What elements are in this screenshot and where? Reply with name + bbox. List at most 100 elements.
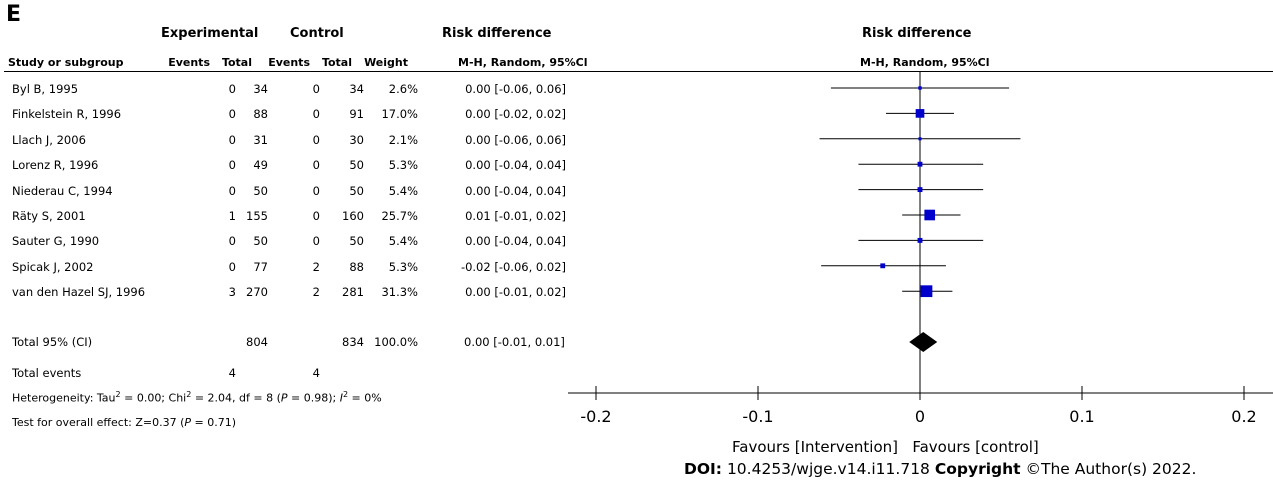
row-ci: 0.00 [-0.06, 0.06] [465,82,566,96]
favours-label: Favours [Intervention] Favours [control] [732,438,1039,456]
doi-line: DOI: 10.4253/wjge.v14.i11.718 Copyright … [684,460,1197,478]
total-row-weight: 100.0% [374,335,418,349]
header-rule [4,71,1273,72]
row-exp-events: 0 [228,234,236,249]
row-ctrl-events: 0 [312,107,320,122]
events-exp-header: Events [168,56,210,69]
pooled-diamond [909,332,938,352]
row-exp-events: 0 [228,132,236,147]
total-row-ci: 0.00 [-0.01, 0.01] [464,335,565,349]
row-ctrl-events: 0 [312,234,320,249]
row-exp-total: 77 [253,259,268,274]
row-weight: 5.3% [388,259,418,274]
total-row-ctrl-total: 834 [342,335,364,349]
row-ci: 0.00 [-0.04, 0.04] [465,158,566,173]
row-exp-total: 50 [253,183,268,198]
row-study-name: Sauter G, 1990 [12,234,100,249]
row-exp-total: 34 [253,82,268,96]
row-ctrl-total: 30 [349,132,364,147]
row-ci: 0.00 [-0.04, 0.04] [465,234,566,249]
panel-label: E [6,2,22,27]
row-exp-events: 0 [228,107,236,122]
row-ctrl-total: 50 [349,234,364,249]
row-exp-events: 0 [228,158,236,173]
x-tick-label: 0.2 [1231,407,1256,426]
row-study-name: Finkelstein R, 1996 [12,107,122,122]
row-ctrl-total: 281 [342,285,364,300]
point-marker [920,285,933,298]
point-marker [917,237,923,243]
heterogeneity-text: Heterogeneity: Tau2 = 0.00; Chi2 = 2.04,… [12,390,382,405]
row-exp-total: 155 [246,209,268,223]
row-ci: 0.00 [-0.02, 0.02] [465,107,566,122]
row-ci: -0.02 [-0.06, 0.02] [460,259,566,274]
row-ctrl-events: 0 [312,132,320,147]
overall-effect-text: Test for overall effect: Z=0.37 (P = 0.7… [12,416,237,429]
point-marker [915,109,925,118]
total-ctrl-header: Total [321,56,352,69]
x-tick-label: 0 [915,407,925,426]
row-ci: 0.00 [-0.06, 0.06] [465,132,566,147]
row-study-name: Byl B, 1995 [12,82,79,96]
row-exp-events: 0 [228,183,236,198]
total-events-label: Total events [12,366,82,380]
row-ci: 0.01 [-0.01, 0.02] [465,209,566,223]
row-exp-total: 270 [246,285,268,300]
point-marker [917,187,923,193]
x-tick-label: 0.1 [1069,407,1094,426]
row-exp-events: 0 [228,82,236,96]
row-weight: 25.7% [381,209,418,223]
row-exp-total: 50 [253,234,268,249]
total-exp-header: Total [221,56,252,69]
total-events-exp: 4 [228,366,236,380]
row-study-name: Niederau C, 1994 [12,183,113,198]
total-row-exp-total: 804 [246,335,268,349]
row-weight: 5.4% [388,183,418,198]
events-ctrl-header: Events [268,56,310,69]
row-ctrl-total: 91 [349,107,364,122]
row-exp-total: 31 [253,132,268,147]
row-weight: 31.3% [381,285,418,300]
total-row-label: Total 95% (CI) [12,335,93,349]
row-ctrl-total: 88 [349,259,364,274]
row-ctrl-events: 0 [312,209,320,223]
row-study-name: van den Hazel SJ, 1996 [12,285,146,300]
row-study-name: Räty S, 2001 [12,209,86,223]
row-ctrl-total: 160 [342,209,364,223]
point-marker [917,161,923,167]
row-ctrl-total: 34 [349,82,364,96]
row-ctrl-total: 50 [349,183,364,198]
row-weight: 2.6% [388,82,418,96]
row-study-name: Spicak J, 2002 [12,259,94,274]
method-header-left: M-H, Random, 95%Cl [458,56,588,69]
risk-difference-header-right: Risk difference [862,26,972,41]
row-weight: 5.3% [388,158,418,173]
row-ctrl-total: 50 [349,158,364,173]
row-exp-total: 49 [253,158,268,173]
control-header: Control [290,26,344,41]
row-exp-events: 0 [228,259,236,274]
point-marker [924,209,936,221]
study-or-subgroup-header: Study or subgroup [8,56,124,69]
row-ci: 0.00 [-0.04, 0.04] [465,183,566,198]
row-weight: 2.1% [388,132,418,147]
row-weight: 5.4% [388,234,418,249]
row-exp-total: 88 [253,107,268,122]
point-marker [918,137,922,141]
point-marker [918,86,922,90]
row-study-name: Lorenz R, 1996 [12,158,99,173]
row-ctrl-events: 0 [312,183,320,198]
row-ctrl-events: 2 [312,285,320,300]
total-events-ctrl: 4 [312,366,320,380]
row-study-name: Llach J, 2006 [12,132,86,147]
row-ctrl-events: 2 [312,259,320,274]
row-ctrl-events: 0 [312,82,320,96]
row-ci: 0.00 [-0.01, 0.02] [465,285,566,300]
risk-difference-header-left: Risk difference [442,26,552,41]
row-ctrl-events: 0 [312,158,320,173]
weight-header: Weight [364,56,408,69]
experimental-header: Experimental [161,26,259,41]
x-tick-label: -0.2 [580,407,611,426]
x-tick-label: -0.1 [742,407,773,426]
